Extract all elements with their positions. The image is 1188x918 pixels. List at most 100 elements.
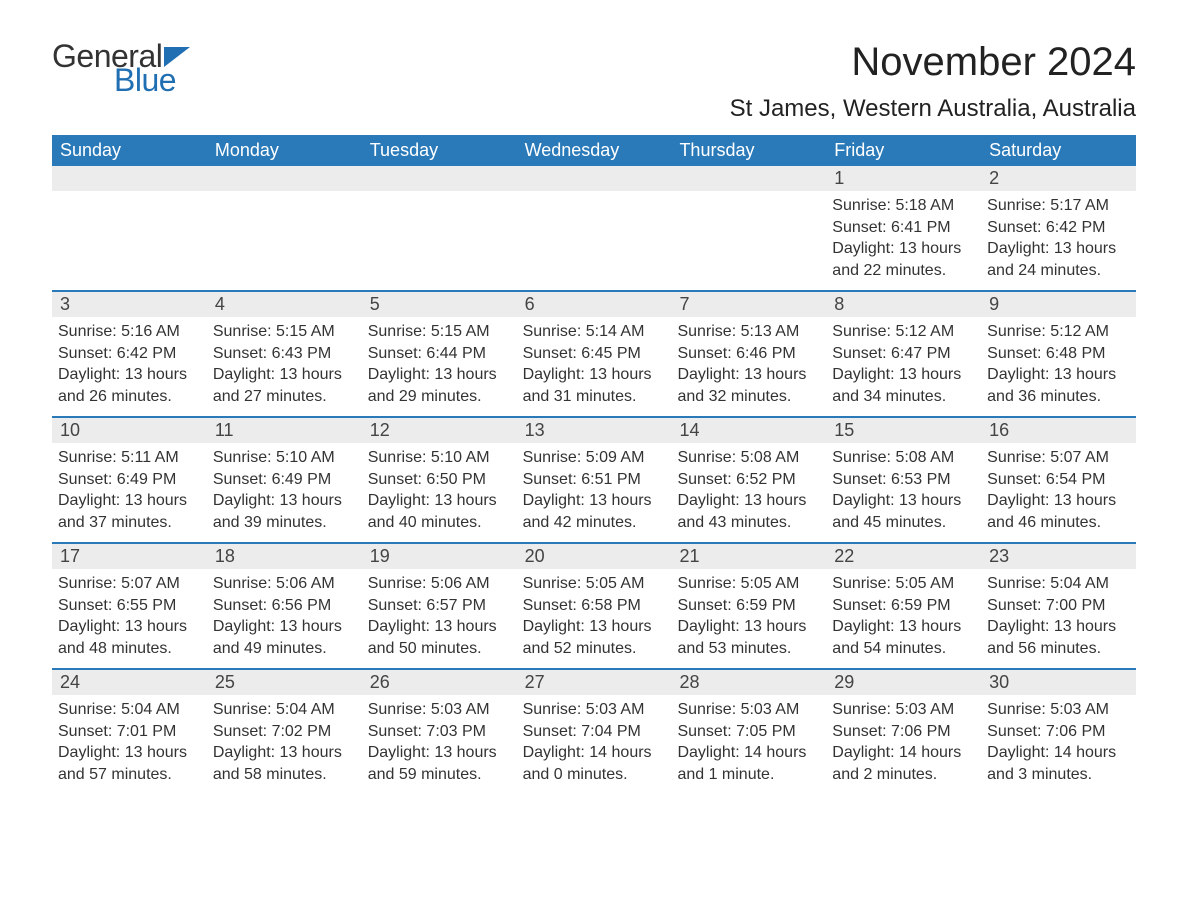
- sunset-text: Sunset: 6:48 PM: [987, 343, 1130, 365]
- sunset-text: Sunset: 6:59 PM: [677, 595, 820, 617]
- daylight-text: Daylight: 13 hours and 26 minutes.: [58, 364, 201, 407]
- daylight-text: Daylight: 13 hours and 31 minutes.: [523, 364, 666, 407]
- daylight-text: Daylight: 13 hours and 54 minutes.: [832, 616, 975, 659]
- day-cell: 5Sunrise: 5:15 AMSunset: 6:44 PMDaylight…: [362, 292, 517, 416]
- day-info: Sunrise: 5:05 AMSunset: 6:59 PMDaylight:…: [677, 573, 820, 659]
- day-cell: 23Sunrise: 5:04 AMSunset: 7:00 PMDayligh…: [981, 544, 1136, 668]
- day-number: 13: [517, 418, 672, 443]
- sunset-text: Sunset: 6:56 PM: [213, 595, 356, 617]
- sunrise-text: Sunrise: 5:14 AM: [523, 321, 666, 343]
- sunset-text: Sunset: 7:00 PM: [987, 595, 1130, 617]
- daylight-text: Daylight: 14 hours and 3 minutes.: [987, 742, 1130, 785]
- day-info: Sunrise: 5:06 AMSunset: 6:56 PMDaylight:…: [213, 573, 356, 659]
- day-info: Sunrise: 5:06 AMSunset: 6:57 PMDaylight:…: [368, 573, 511, 659]
- day-cell: 15 Sunrise: 5:08 AMSunset: 6:53 PMDayligh…: [826, 418, 981, 542]
- daylight-text: Daylight: 13 hours and 24 minutes.: [987, 238, 1130, 281]
- day-cell: 1Sunrise: 5:18 AMSunset: 6:41 PMDaylight…: [826, 166, 981, 290]
- sunrise-text: Sunrise: 5:18 AM: [832, 195, 975, 217]
- day-cell: [52, 166, 207, 290]
- day-info: Sunrise: 5:04 AMSunset: 7:02 PMDaylight:…: [213, 699, 356, 785]
- daylight-text: Daylight: 13 hours and 53 minutes.: [677, 616, 820, 659]
- header: General Blue November 2024 St James, Wes…: [52, 40, 1136, 123]
- day-number: 22: [826, 544, 981, 569]
- day-number: 28: [671, 670, 826, 695]
- sunset-text: Sunset: 6:50 PM: [368, 469, 511, 491]
- day-info: Sunrise: 5:05 AMSunset: 6:59 PMDaylight:…: [832, 573, 975, 659]
- day-cell: [517, 166, 672, 290]
- daylight-text: Daylight: 13 hours and 50 minutes.: [368, 616, 511, 659]
- sunset-text: Sunset: 6:49 PM: [58, 469, 201, 491]
- day-cell: 11Sunrise: 5:10 AMSunset: 6:49 PMDayligh…: [207, 418, 362, 542]
- day-info: Sunrise: 5:17 AMSunset: 6:42 PMDaylight:…: [987, 195, 1130, 281]
- day-info: Sunrise: 5:07 AMSunset: 6:54 PMDaylight:…: [987, 447, 1130, 533]
- day-number: 1: [826, 166, 981, 191]
- weeks-container: 1Sunrise: 5:18 AMSunset: 6:41 PMDaylight…: [52, 166, 1136, 794]
- day-number: 18: [207, 544, 362, 569]
- sunset-text: Sunset: 6:49 PM: [213, 469, 356, 491]
- day-cell: 2Sunrise: 5:17 AMSunset: 6:42 PMDaylight…: [981, 166, 1136, 290]
- day-cell: 16 Sunrise: 5:07 AMSunset: 6:54 PMDayligh…: [981, 418, 1136, 542]
- day-info: Sunrise: 5:16 AMSunset: 6:42 PMDaylight:…: [58, 321, 201, 407]
- weekday-cell: Friday: [826, 135, 981, 166]
- sunset-text: Sunset: 6:54 PM: [987, 469, 1130, 491]
- location-label: St James, Western Australia, Australia: [730, 95, 1136, 123]
- sunset-text: Sunset: 6:58 PM: [523, 595, 666, 617]
- sunset-text: Sunset: 7:06 PM: [987, 721, 1130, 743]
- sunset-text: Sunset: 7:02 PM: [213, 721, 356, 743]
- sunrise-text: Sunrise: 5:16 AM: [58, 321, 201, 343]
- sunrise-text: Sunrise: 5:07 AM: [987, 447, 1130, 469]
- day-number: 7: [671, 292, 826, 317]
- day-cell: 4Sunrise: 5:15 AMSunset: 6:43 PMDaylight…: [207, 292, 362, 416]
- day-number: 9: [981, 292, 1136, 317]
- sunset-text: Sunset: 6:42 PM: [58, 343, 201, 365]
- weekday-cell: Saturday: [981, 135, 1136, 166]
- day-number: 14: [671, 418, 826, 443]
- day-number: 17: [52, 544, 207, 569]
- day-info: Sunrise: 5:08 AMSunset: 6:52 PMDaylight:…: [677, 447, 820, 533]
- week-row: 24Sunrise: 5:04 AMSunset: 7:01 PMDayligh…: [52, 668, 1136, 794]
- sunset-text: Sunset: 6:55 PM: [58, 595, 201, 617]
- day-number: 16: [981, 418, 1136, 443]
- sunrise-text: Sunrise: 5:12 AM: [987, 321, 1130, 343]
- sunrise-text: Sunrise: 5:15 AM: [368, 321, 511, 343]
- day-info: Sunrise: 5:10 AMSunset: 6:50 PMDaylight:…: [368, 447, 511, 533]
- day-cell: 21Sunrise: 5:05 AMSunset: 6:59 PMDayligh…: [671, 544, 826, 668]
- day-info: Sunrise: 5:08 AMSunset: 6:53 PMDaylight:…: [832, 447, 975, 533]
- logo-text-blue: Blue: [114, 64, 190, 96]
- day-info: Sunrise: 5:09 AMSunset: 6:51 PMDaylight:…: [523, 447, 666, 533]
- day-cell: 28Sunrise: 5:03 AMSunset: 7:05 PMDayligh…: [671, 670, 826, 794]
- day-number: 25: [207, 670, 362, 695]
- weekday-header-row: SundayMondayTuesdayWednesdayThursdayFrid…: [52, 135, 1136, 166]
- day-cell: 22 Sunrise: 5:05 AMSunset: 6:59 PMDayligh…: [826, 544, 981, 668]
- sunset-text: Sunset: 6:46 PM: [677, 343, 820, 365]
- day-number: 20: [517, 544, 672, 569]
- sunrise-text: Sunrise: 5:06 AM: [368, 573, 511, 595]
- day-number: 23: [981, 544, 1136, 569]
- day-cell: 26Sunrise: 5:03 AMSunset: 7:03 PMDayligh…: [362, 670, 517, 794]
- day-cell: 10Sunrise: 5:11 AMSunset: 6:49 PMDayligh…: [52, 418, 207, 542]
- month-title: November 2024: [730, 40, 1136, 85]
- day-cell: 8Sunrise: 5:12 AMSunset: 6:47 PMDaylight…: [826, 292, 981, 416]
- day-cell: 29Sunrise: 5:03 AMSunset: 7:06 PMDayligh…: [826, 670, 981, 794]
- day-cell: 7Sunrise: 5:13 AMSunset: 6:46 PMDaylight…: [671, 292, 826, 416]
- daylight-text: Daylight: 13 hours and 29 minutes.: [368, 364, 511, 407]
- week-row: 17Sunrise: 5:07 AMSunset: 6:55 PMDayligh…: [52, 542, 1136, 668]
- sunrise-text: Sunrise: 5:06 AM: [213, 573, 356, 595]
- sunrise-text: Sunrise: 5:10 AM: [368, 447, 511, 469]
- weekday-cell: Monday: [207, 135, 362, 166]
- sunset-text: Sunset: 6:59 PM: [832, 595, 975, 617]
- calendar: SundayMondayTuesdayWednesdayThursdayFrid…: [52, 135, 1136, 794]
- day-number: [207, 166, 362, 191]
- day-cell: 17Sunrise: 5:07 AMSunset: 6:55 PMDayligh…: [52, 544, 207, 668]
- day-number: 30: [981, 670, 1136, 695]
- sunset-text: Sunset: 6:52 PM: [677, 469, 820, 491]
- day-number: 15: [826, 418, 981, 443]
- sunrise-text: Sunrise: 5:11 AM: [58, 447, 201, 469]
- day-info: Sunrise: 5:15 AMSunset: 6:43 PMDaylight:…: [213, 321, 356, 407]
- daylight-text: Daylight: 14 hours and 1 minute.: [677, 742, 820, 785]
- sunrise-text: Sunrise: 5:13 AM: [677, 321, 820, 343]
- day-number: [517, 166, 672, 191]
- sunrise-text: Sunrise: 5:03 AM: [832, 699, 975, 721]
- day-cell: 20Sunrise: 5:05 AMSunset: 6:58 PMDayligh…: [517, 544, 672, 668]
- daylight-text: Daylight: 13 hours and 43 minutes.: [677, 490, 820, 533]
